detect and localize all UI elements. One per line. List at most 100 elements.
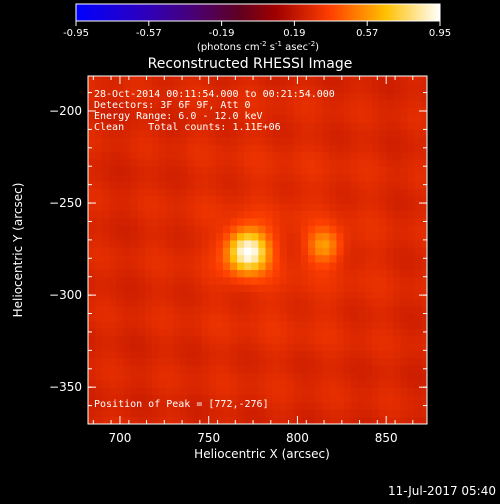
heatmap-cell: [95, 99, 103, 108]
x-tick-label: 800: [286, 431, 309, 445]
heatmap-cell: [88, 298, 96, 307]
heatmap-cell: [414, 379, 423, 388]
heatmap-cell: [322, 136, 330, 145]
heatmap-cell: [130, 387, 139, 396]
heatmap-cell: [329, 107, 338, 116]
heatmap-cell: [222, 298, 231, 307]
heatmap-cell: [350, 217, 359, 226]
heatmap-cell: [315, 350, 323, 359]
heatmap-cell: [109, 122, 117, 130]
heatmap-cell: [180, 180, 188, 189]
heatmap-cell: [350, 247, 359, 256]
heatmap-cell: [400, 76, 409, 79]
heatmap-cell: [144, 144, 153, 153]
heatmap-cell: [222, 217, 231, 226]
heatmap-cell: [251, 203, 259, 212]
heatmap-cell: [421, 247, 427, 256]
heatmap-cell: [144, 180, 153, 189]
heatmap-cell: [286, 320, 295, 329]
heatmap-cell: [215, 188, 224, 197]
heatmap-cell: [329, 225, 338, 234]
heatmap-cell: [414, 195, 423, 204]
heatmap-cell: [215, 210, 224, 219]
heatmap-cell: [130, 394, 139, 403]
heatmap-cell: [279, 357, 288, 366]
heatmap-cell: [144, 173, 153, 182]
heatmap-cell: [293, 195, 302, 204]
heatmap-cell: [343, 180, 352, 189]
heatmap-cell: [293, 269, 302, 278]
heatmap-cell: [386, 114, 394, 123]
heatmap-cell: [109, 291, 117, 300]
heatmap-cell: [137, 85, 146, 94]
heatmap-cell: [187, 144, 196, 153]
heatmap-cell: [300, 85, 309, 94]
heatmap-cell: [88, 247, 96, 256]
heatmap-cell: [237, 372, 245, 381]
heatmap-cell: [421, 313, 427, 322]
heatmap-cell: [407, 416, 416, 424]
heatmap-cell: [166, 335, 174, 344]
heatmap-cell: [151, 239, 160, 248]
heatmap-cell: [88, 76, 96, 79]
heatmap-cell: [300, 239, 309, 248]
heatmap-cell: [137, 350, 146, 359]
heatmap-cell: [343, 254, 352, 263]
heatmap-cell: [364, 85, 373, 94]
heatmap-cell: [215, 232, 224, 241]
heatmap-cell: [258, 173, 267, 182]
heatmap-cell: [386, 409, 394, 418]
heatmap-cell: [421, 158, 427, 167]
heatmap-cell: [414, 350, 423, 359]
heatmap-cell: [300, 136, 309, 145]
heatmap-cell: [379, 335, 387, 344]
heatmap-cell: [158, 210, 167, 219]
heatmap-cell: [371, 85, 380, 94]
heatmap-cell: [400, 394, 409, 403]
heatmap-cell: [166, 357, 174, 366]
heatmap-cell: [336, 188, 345, 197]
heatmap-cell: [130, 401, 139, 410]
heatmap-cell: [144, 225, 153, 234]
heatmap-cell: [400, 195, 409, 204]
heatmap-cell: [414, 188, 423, 197]
heatmap-cell: [350, 92, 359, 101]
heatmap-cell: [379, 99, 387, 108]
heatmap-cell: [151, 313, 160, 322]
heatmap-cell: [151, 247, 160, 256]
heatmap-cell: [123, 357, 132, 366]
heatmap-cell: [357, 173, 366, 182]
heatmap-cell: [215, 372, 224, 381]
heatmap-cell: [322, 203, 330, 212]
heatmap-cell: [229, 76, 238, 79]
heatmap-cell: [180, 151, 188, 160]
heatmap-cell: [173, 416, 181, 424]
heatmap-cell: [414, 254, 423, 263]
heatmap-cell: [343, 107, 352, 116]
heatmap-cell: [272, 166, 281, 175]
heatmap-cell: [144, 365, 153, 374]
heatmap-cell: [407, 247, 416, 256]
heatmap-cell: [215, 85, 224, 94]
heatmap-cell: [137, 173, 146, 182]
heatmap-cell: [293, 92, 302, 101]
heatmap-cell: [194, 151, 203, 160]
heatmap-cell: [293, 291, 302, 300]
heatmap-cell: [414, 151, 423, 160]
heatmap-cell: [123, 107, 132, 116]
heatmap-cell: [95, 284, 103, 293]
heatmap-cell: [166, 85, 174, 94]
heatmap-cell: [414, 114, 423, 123]
heatmap-cell: [315, 379, 323, 388]
heatmap-cell: [237, 357, 245, 366]
heatmap-cell: [258, 401, 267, 410]
heatmap-cell: [322, 261, 330, 270]
heatmap-cell: [144, 76, 153, 79]
heatmap-cell: [272, 195, 281, 204]
heatmap-cell: [300, 313, 309, 322]
heatmap-cell: [400, 203, 409, 212]
heatmap-cell: [279, 298, 288, 307]
heatmap-cell: [315, 416, 323, 424]
heatmap-cell: [371, 291, 380, 300]
heatmap-cell: [400, 217, 409, 226]
